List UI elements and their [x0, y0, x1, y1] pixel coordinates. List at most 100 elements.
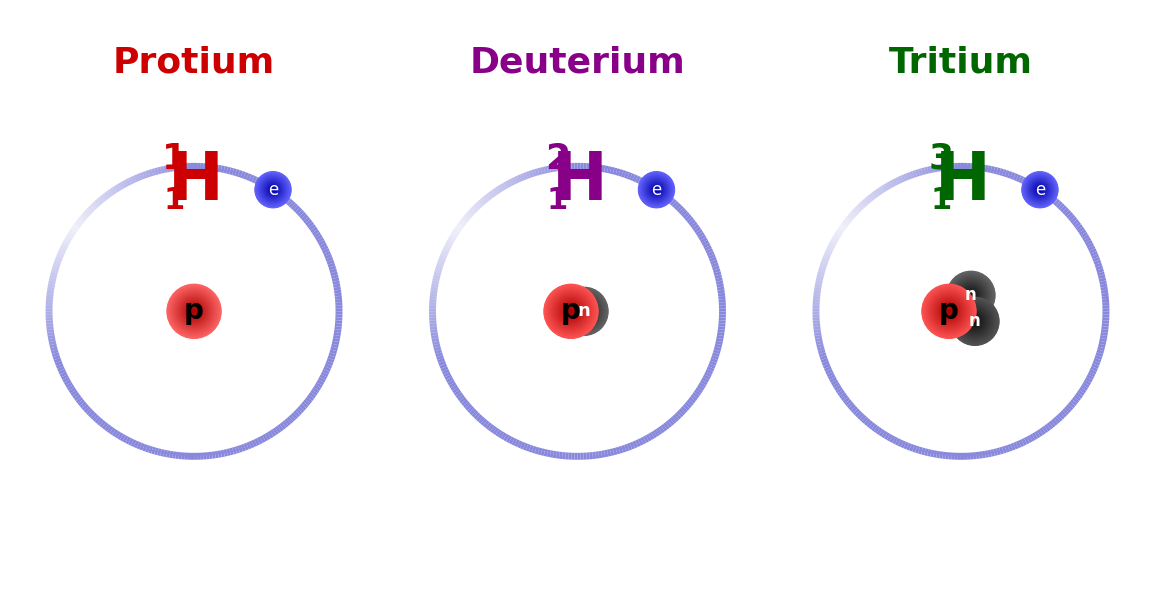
Circle shape: [931, 293, 968, 330]
Circle shape: [1037, 187, 1043, 192]
Circle shape: [575, 302, 593, 320]
Circle shape: [176, 293, 213, 330]
Circle shape: [1033, 182, 1048, 197]
Circle shape: [937, 299, 961, 323]
Circle shape: [938, 300, 960, 323]
Circle shape: [970, 317, 979, 326]
Circle shape: [562, 290, 605, 333]
Circle shape: [573, 301, 595, 322]
Circle shape: [262, 178, 284, 201]
Circle shape: [969, 315, 981, 327]
Text: n: n: [966, 286, 977, 304]
Circle shape: [1023, 173, 1057, 206]
Circle shape: [187, 304, 201, 318]
Circle shape: [576, 304, 593, 319]
Circle shape: [1027, 176, 1053, 203]
Circle shape: [550, 291, 591, 332]
Circle shape: [191, 308, 198, 314]
Circle shape: [1037, 187, 1043, 193]
Circle shape: [545, 286, 597, 337]
Circle shape: [962, 286, 981, 305]
Circle shape: [649, 182, 664, 197]
Circle shape: [931, 294, 967, 329]
Circle shape: [949, 273, 993, 317]
Circle shape: [192, 309, 196, 314]
Circle shape: [258, 174, 288, 205]
Circle shape: [547, 288, 595, 335]
Circle shape: [961, 307, 989, 335]
Circle shape: [653, 186, 660, 193]
Circle shape: [1028, 178, 1051, 201]
Circle shape: [266, 183, 281, 197]
Circle shape: [641, 174, 671, 205]
Circle shape: [575, 303, 593, 320]
Circle shape: [579, 306, 589, 317]
Circle shape: [262, 179, 283, 200]
Circle shape: [960, 306, 990, 336]
Circle shape: [268, 184, 278, 195]
Circle shape: [923, 285, 976, 338]
Circle shape: [574, 301, 595, 322]
Text: 1: 1: [546, 186, 568, 215]
Circle shape: [971, 318, 978, 324]
Circle shape: [649, 183, 663, 196]
Circle shape: [181, 299, 207, 323]
Text: 3: 3: [929, 142, 954, 176]
Circle shape: [647, 180, 666, 200]
Circle shape: [560, 301, 581, 321]
Circle shape: [181, 298, 207, 324]
Circle shape: [269, 186, 276, 193]
Circle shape: [642, 175, 671, 205]
Circle shape: [961, 285, 981, 305]
Circle shape: [1024, 174, 1056, 206]
Circle shape: [641, 174, 672, 205]
Circle shape: [639, 173, 673, 207]
Circle shape: [565, 292, 603, 330]
Circle shape: [568, 309, 573, 314]
Circle shape: [945, 308, 953, 315]
Circle shape: [952, 276, 991, 315]
Circle shape: [929, 292, 969, 331]
Circle shape: [644, 178, 669, 202]
Circle shape: [188, 305, 200, 317]
Circle shape: [571, 298, 597, 324]
Circle shape: [646, 179, 666, 200]
Circle shape: [933, 296, 964, 327]
Circle shape: [933, 295, 964, 327]
Circle shape: [1029, 179, 1050, 200]
Circle shape: [936, 297, 963, 326]
Circle shape: [569, 310, 573, 313]
Circle shape: [945, 307, 953, 315]
Circle shape: [182, 299, 206, 323]
Circle shape: [560, 301, 582, 322]
Circle shape: [173, 290, 215, 333]
Circle shape: [559, 299, 583, 323]
Circle shape: [949, 274, 992, 317]
Circle shape: [963, 310, 986, 333]
Circle shape: [1035, 184, 1045, 195]
Circle shape: [939, 301, 959, 321]
Circle shape: [187, 305, 201, 318]
Circle shape: [951, 275, 991, 315]
Circle shape: [966, 312, 984, 331]
Circle shape: [1022, 172, 1058, 208]
Circle shape: [968, 314, 983, 329]
Circle shape: [544, 285, 597, 338]
Circle shape: [1026, 176, 1055, 204]
Circle shape: [186, 304, 202, 319]
Circle shape: [947, 310, 951, 313]
Circle shape: [967, 313, 984, 330]
Circle shape: [931, 294, 967, 329]
Circle shape: [552, 292, 590, 331]
Circle shape: [550, 290, 593, 333]
Circle shape: [964, 311, 985, 332]
Circle shape: [970, 295, 971, 296]
Circle shape: [971, 317, 979, 326]
Circle shape: [259, 176, 288, 204]
Circle shape: [959, 305, 991, 337]
Circle shape: [569, 296, 598, 326]
Circle shape: [973, 319, 977, 323]
Circle shape: [974, 320, 976, 323]
Circle shape: [945, 307, 954, 316]
Circle shape: [170, 288, 218, 335]
